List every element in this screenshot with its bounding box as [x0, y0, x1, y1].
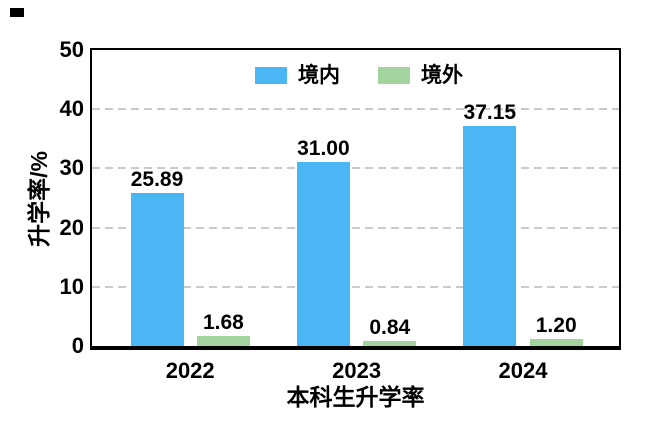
bar-value-label: 0.84	[369, 316, 411, 340]
bar-境外-2022	[196, 336, 250, 346]
legend-item-domestic: 境内	[255, 65, 340, 86]
y-tick-label-0: 0	[71, 333, 84, 358]
legend-item-overseas: 境外	[378, 65, 463, 86]
y-tick-label-10: 10	[59, 273, 84, 299]
y-tick-label-20: 20	[59, 214, 84, 240]
legend: 境内 境外	[255, 65, 463, 86]
legend-label-overseas: 境外	[421, 64, 463, 87]
corner-mark	[10, 8, 24, 17]
y-tick-label-30: 30	[59, 155, 84, 181]
gridline-10	[92, 285, 619, 288]
gridline-30	[92, 167, 619, 170]
legend-label-domestic: 境内	[298, 64, 340, 87]
bar-value-label: 25.89	[130, 167, 184, 191]
x-tick-label-2024: 2024	[498, 358, 548, 383]
bar-境内-2022	[130, 192, 184, 346]
legend-swatch-overseas	[378, 67, 410, 84]
y-tick-label-40: 40	[59, 96, 84, 122]
bar-value-label: 1.68	[202, 311, 244, 335]
bar-value-label: 1.20	[535, 313, 577, 337]
bar-境外-2023	[363, 341, 417, 346]
bar-value-label: 31.00	[297, 137, 350, 161]
gridline-40	[92, 108, 619, 111]
legend-swatch-domestic	[255, 67, 287, 84]
y-tick-label-50: 50	[59, 37, 84, 62]
bar-境外-2024	[529, 338, 583, 346]
x-tick-label-2023: 2023	[332, 358, 382, 383]
plot-area: 25.89 31.00 37.15 1.68 0.84 1.20 境内 境外	[90, 48, 621, 350]
x-axis-title: 本科生升学率	[286, 384, 425, 410]
bar-value-label: 37.15	[463, 101, 517, 125]
gridline-20	[92, 226, 619, 229]
bar-境内-2023	[296, 162, 350, 346]
x-tick-label-2022: 2022	[165, 358, 215, 383]
bar-境内-2024	[463, 126, 517, 346]
